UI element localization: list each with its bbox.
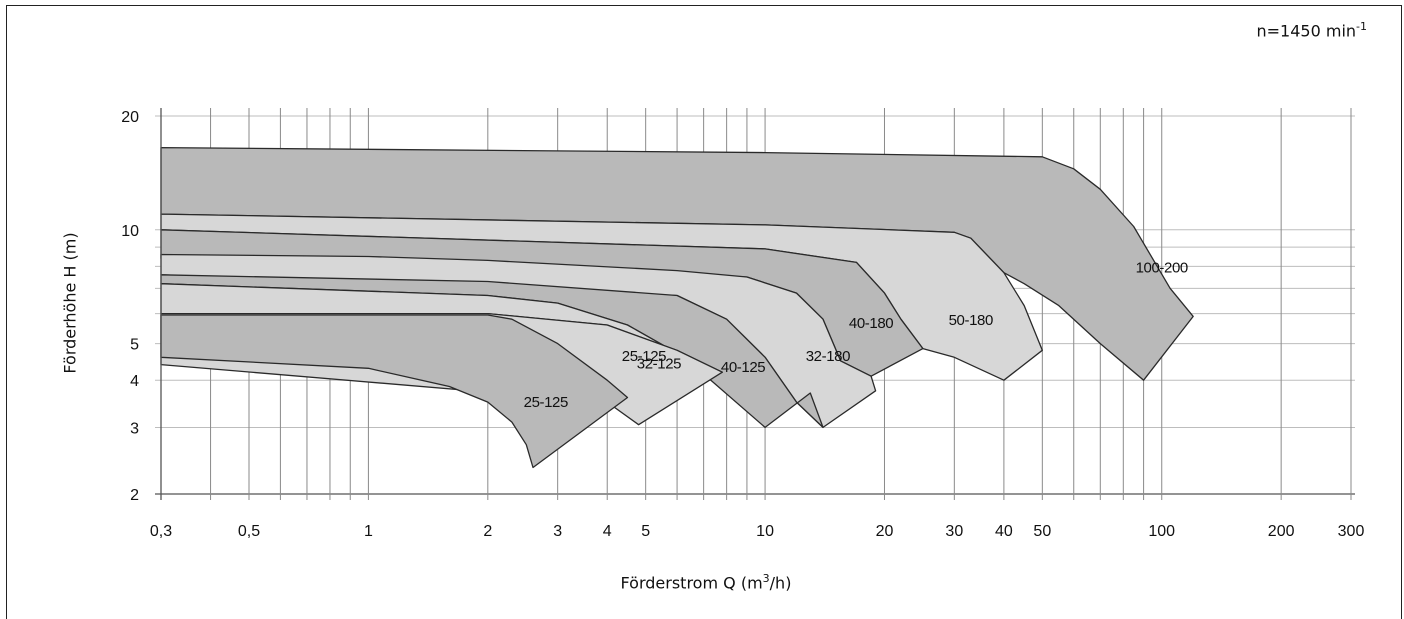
region-25-125-7 (160, 314, 629, 469)
x-tick-label: 4 (603, 523, 612, 540)
region-label: 100-200 (1136, 260, 1188, 277)
region-label: 32-125 (637, 355, 681, 372)
y-tick-label: 10 (121, 223, 139, 240)
x-tick-labels: 0,3 0,5 1 2 3 4 5 10 20 30 40 50 100 200 300 (150, 523, 1365, 540)
y-tick-label: 5 (130, 337, 139, 354)
region-label: 40-125 (721, 359, 765, 376)
x-tick-label: 3 (553, 523, 562, 540)
y-tick-label: 2 (130, 487, 139, 504)
x-tick-label: 300 (1338, 523, 1365, 540)
x-tick-label: 100 (1148, 523, 1175, 540)
y-tick-labels: 2 3 4 5 10 20 (121, 109, 139, 504)
region-labels: 100-20050-18040-18032-18040-12532-12525-… (524, 260, 1189, 411)
y-tick-label: 3 (130, 420, 139, 437)
region-label: 40-180 (849, 315, 893, 332)
x-tick-label: 1 (364, 523, 373, 540)
y-tick-label: 20 (121, 109, 139, 126)
x-tick-label: 200 (1268, 523, 1295, 540)
region-label: 50-180 (949, 312, 993, 329)
x-tick-label: 0,3 (150, 523, 172, 540)
region-label: 25-125 (524, 394, 568, 411)
x-tick-label: 40 (995, 523, 1013, 540)
x-tick-label: 30 (945, 523, 963, 540)
pump-regions (160, 146, 1194, 469)
x-tick-label: 0,5 (238, 523, 260, 540)
x-tick-label: 10 (756, 523, 774, 540)
speed-label: n=1450 min-1 (1256, 20, 1368, 41)
chart-frame (6, 5, 1402, 619)
x-axis-label: Förderstrom Q (m3/h) (620, 572, 792, 593)
x-tick-label: 5 (641, 523, 650, 540)
region-label: 25-125 (622, 348, 666, 365)
x-tick-label: 20 (876, 523, 894, 540)
y-axis-label: Förderhöhe H (m) (60, 232, 80, 374)
y-tick-label: 4 (130, 373, 139, 390)
x-tick-label: 50 (1033, 523, 1051, 540)
x-tick-label: 2 (483, 523, 492, 540)
region-label: 32-180 (806, 348, 850, 365)
